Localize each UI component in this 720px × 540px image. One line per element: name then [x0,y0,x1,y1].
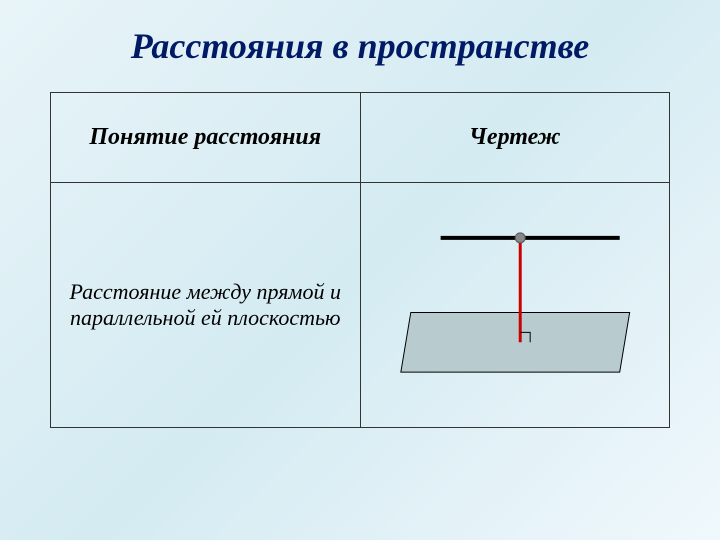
geometry-diagram [371,193,660,412]
concept-cell: Расстояние между прямой и параллельной е… [51,183,361,428]
diagram-cell [360,183,670,428]
header-concept: Понятие расстояния [51,93,361,183]
intersection-point [515,233,525,243]
header-drawing: Чертеж [360,93,670,183]
plane-shape [400,312,629,372]
slide-container: Расстояния в пространстве Понятие рассто… [0,0,720,540]
slide-title: Расстояния в пространстве [50,25,670,67]
table-header-row: Понятие расстояния Чертеж [51,93,670,183]
content-table: Понятие расстояния Чертеж Расстояние меж… [50,92,670,428]
table-content-row: Расстояние между прямой и параллельной е… [51,183,670,428]
